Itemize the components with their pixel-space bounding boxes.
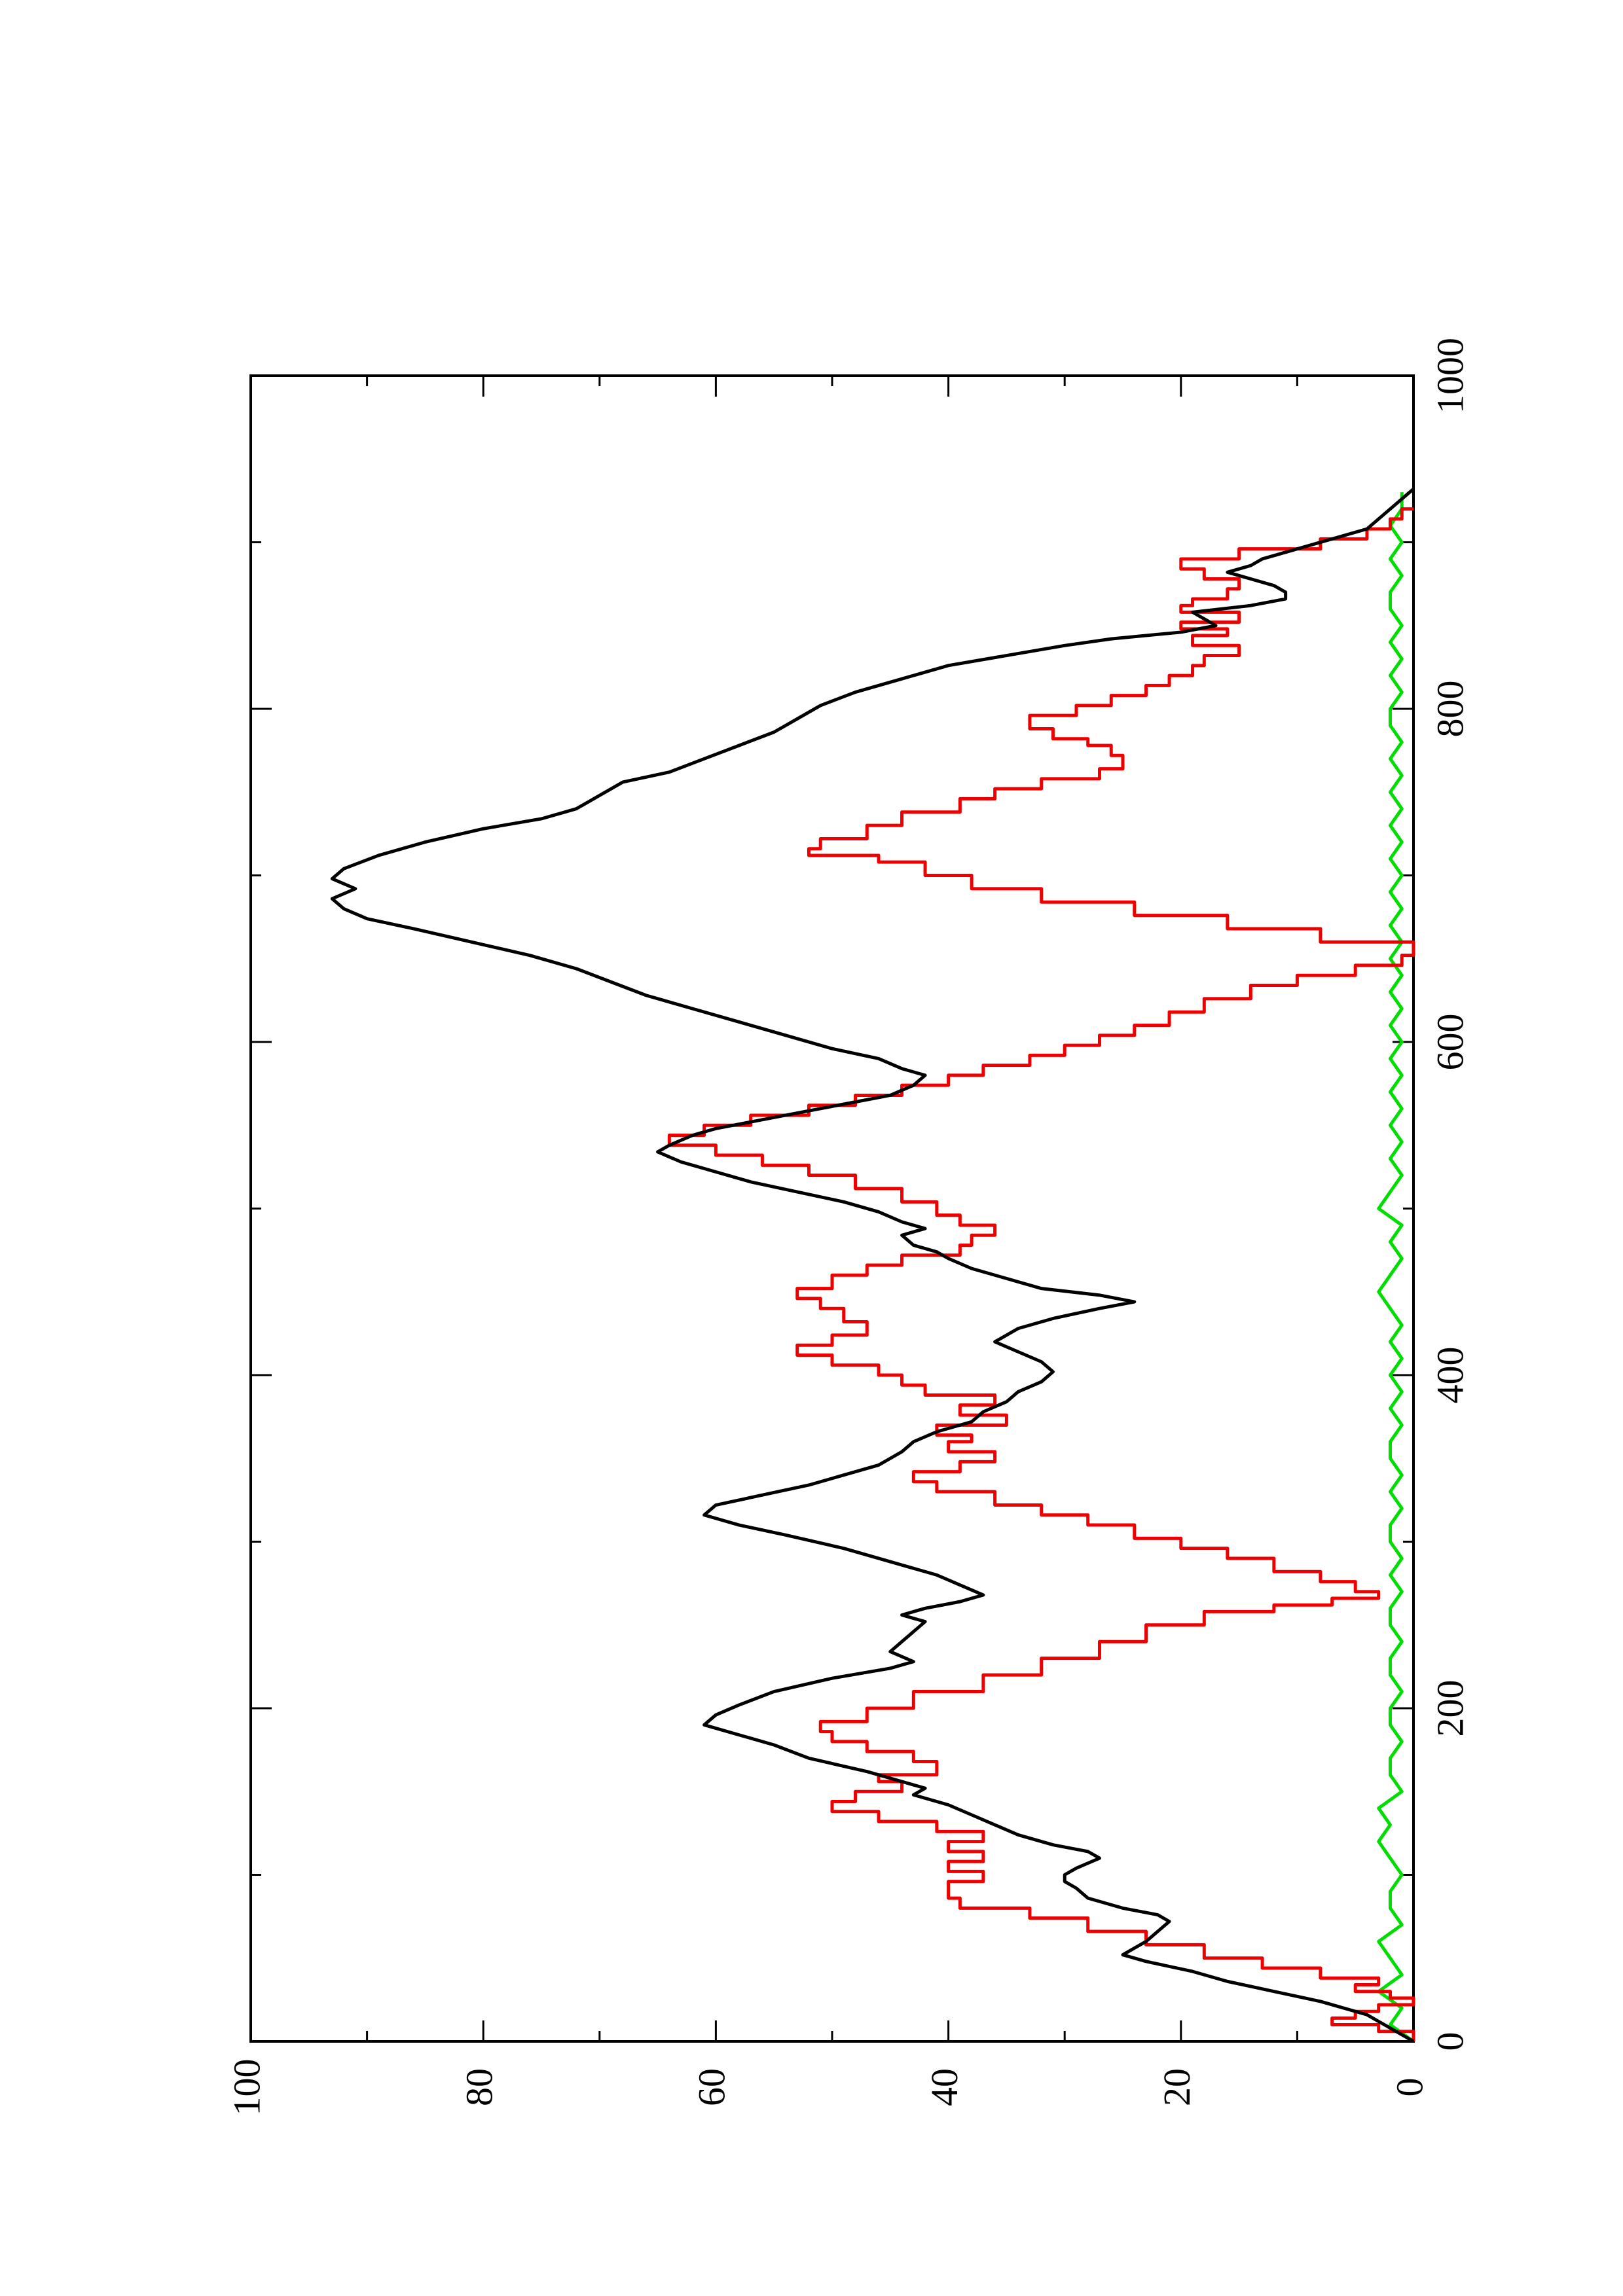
y-tick-label: 0 bbox=[1388, 2078, 1431, 2097]
y-tick-label: 80 bbox=[458, 2068, 501, 2106]
series-layer bbox=[330, 488, 1415, 2043]
x-tick-label: 0 bbox=[1429, 2032, 1471, 2051]
x-tick-label: 200 bbox=[1429, 1680, 1471, 1737]
tick-labels-layer: 0 200 400 600 800 1000 0 20 40 60 80 100 bbox=[225, 338, 1471, 2116]
x-tick-label: 600 bbox=[1429, 1014, 1471, 1071]
x-tick-label: 400 bbox=[1429, 1347, 1471, 1404]
plot-frame bbox=[249, 374, 1415, 2043]
x-tick-label: 800 bbox=[1429, 681, 1471, 738]
series-line-2 bbox=[1377, 492, 1415, 2043]
y-tick-label: 100 bbox=[225, 2059, 268, 2116]
series-line-1 bbox=[667, 507, 1415, 2041]
x-tick-label: 1000 bbox=[1429, 338, 1471, 414]
series-line-0 bbox=[330, 488, 1415, 2043]
y-tick-label: 60 bbox=[691, 2068, 733, 2106]
ticks-layer bbox=[249, 374, 1415, 2043]
y-tick-label: 20 bbox=[1156, 2068, 1198, 2106]
y-tick-label: 40 bbox=[923, 2068, 966, 2106]
